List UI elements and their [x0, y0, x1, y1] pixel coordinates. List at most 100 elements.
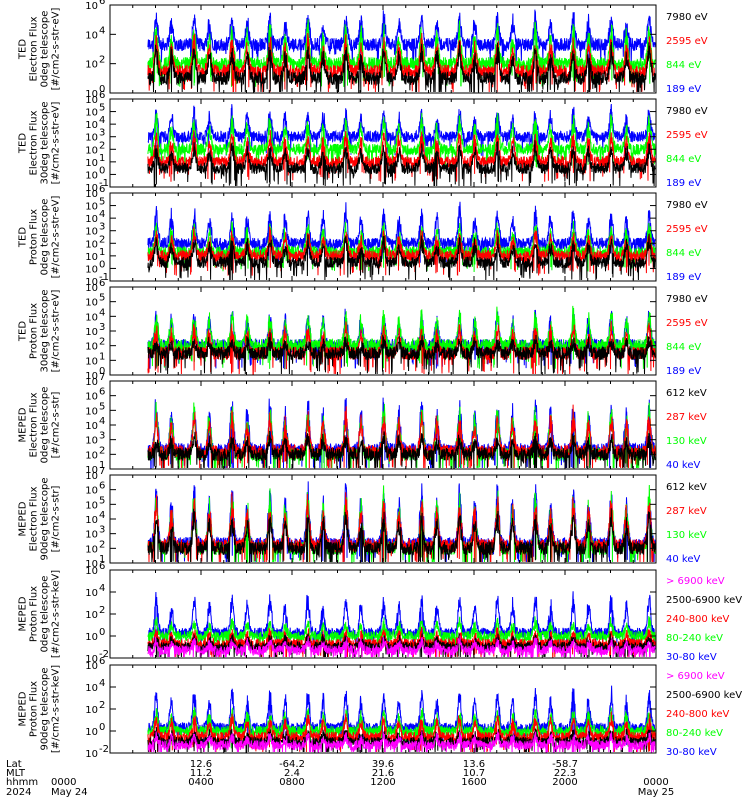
ytick-label: 10 — [85, 371, 98, 382]
ytick-label: 10 — [85, 392, 98, 403]
ytick-exponent: -1 — [99, 178, 109, 189]
ytick-label: 10 — [85, 145, 98, 156]
ytick-label: 10 — [85, 421, 98, 432]
ytick-label: 10 — [85, 183, 98, 194]
ytick-label: 10 — [85, 170, 98, 181]
ytick-exponent: -2 — [99, 649, 109, 660]
series-line-1 — [147, 635, 656, 658]
ytick-label: 10 — [85, 120, 98, 131]
ytick-exponent: -2 — [99, 744, 109, 755]
ytick-label: 10 — [85, 566, 98, 577]
ytick-label: 10 — [85, 227, 98, 238]
ytick-label: 10 — [85, 89, 98, 100]
panel-4-traces — [147, 305, 656, 375]
legend-item: 189 eV — [666, 178, 701, 189]
ytick-exponent: 5 — [99, 197, 105, 208]
footer-row-label: Lat — [6, 759, 22, 770]
ytick-label: 10 — [85, 202, 98, 213]
ylabel-line: [#/cm2-s-str-keV] — [51, 570, 62, 658]
series-line-3 — [147, 711, 656, 753]
legend-item: 30-80 keV — [666, 747, 717, 758]
ytick-exponent: 5 — [99, 495, 105, 506]
ylabel-line: [#/cm2-s-str-eV] — [51, 102, 62, 185]
panel-1-ylabel: TEDElectron Flux0deg telescope[#/cm2-s-s… — [18, 8, 62, 91]
ytick-label: 10 — [85, 327, 98, 338]
ytick-exponent: 1 — [99, 460, 105, 471]
legend-item: 612 keV — [666, 482, 707, 493]
legend-item: 2500-6900 keV — [666, 690, 742, 701]
ytick-exponent: 3 — [99, 525, 105, 536]
ytick-label: 10 — [85, 252, 98, 263]
ytick-label: 10 — [85, 342, 98, 353]
ytick-exponent: 2 — [99, 445, 105, 456]
footer-value: 0000 — [51, 777, 76, 788]
ytick-label: 10 — [85, 298, 98, 309]
ytick-label: 10 — [85, 1, 98, 12]
legend-item: 2595 eV — [666, 318, 708, 329]
ytick-exponent: 0 — [99, 259, 105, 270]
panel-2-traces — [147, 103, 656, 187]
ytick-exponent: 1 — [99, 153, 105, 164]
ytick-exponent: 4 — [99, 678, 105, 689]
series-line-1 — [147, 332, 656, 375]
ytick-exponent: 7 — [99, 466, 105, 477]
ytick-label: 10 — [85, 654, 98, 665]
footer-value: 39.6 — [372, 759, 394, 770]
ylabel-line: TED — [18, 227, 29, 248]
ytick-exponent: 7 — [99, 372, 105, 383]
ytick-label: 10 — [85, 60, 98, 71]
panel-7-ylabel: MEPEDProton Flux0deg telescope[#/cm2-s-s… — [18, 570, 62, 658]
panel-8-traces — [147, 685, 656, 753]
ytick-label: 10 — [85, 588, 98, 599]
series-line-2 — [147, 130, 656, 182]
legend-item: > 6900 keV — [666, 576, 725, 587]
ytick-label: 10 — [85, 30, 98, 41]
ytick-exponent: 2 — [99, 539, 105, 550]
ytick-label: 10 — [85, 108, 98, 119]
ytick-exponent: 2 — [99, 700, 105, 711]
panel-6-ylabel: MEPEDElectron Flux90deg telescope[#/cm2-… — [18, 477, 62, 560]
ytick-exponent: 0 — [99, 722, 105, 733]
ytick-exponent: 6 — [99, 90, 105, 101]
panel-6-traces — [147, 481, 656, 563]
ylabel-line: MEPED — [18, 596, 29, 631]
legend-item: 80-240 keV — [666, 633, 723, 644]
series-line-1 — [147, 731, 656, 753]
legend-item: 287 keV — [666, 412, 707, 423]
ytick-exponent: 4 — [99, 583, 105, 594]
ytick-label: 10 — [85, 312, 98, 323]
footer-value: 2000 — [552, 777, 577, 788]
panel-5-traces — [147, 397, 656, 469]
footer-row-label: MLT — [6, 768, 26, 779]
ytick-exponent: -1 — [99, 272, 109, 283]
ytick-exponent: 3 — [99, 128, 105, 139]
legend-item: 844 eV — [666, 342, 701, 353]
ylabel-line: [#/cm2-s-str-eV] — [51, 196, 62, 279]
ylabel-line: 90deg telescope — [40, 477, 51, 560]
ylabel-line: Proton Flux — [29, 303, 40, 359]
footer-row-label: hhmm — [6, 777, 38, 788]
series-line-2 — [147, 727, 656, 753]
ytick-exponent: 4 — [99, 416, 105, 427]
legend-item: 2500-6900 keV — [666, 595, 742, 606]
ylabel-line: 30deg telescope — [40, 289, 51, 372]
legend-item: 2595 eV — [666, 36, 708, 47]
footer-value: -58.7 — [552, 759, 578, 770]
ytick-exponent: 6 — [99, 481, 105, 492]
ylabel-line: [#/cm2-s-str] — [51, 485, 62, 552]
legend-item: 189 eV — [666, 272, 701, 283]
ytick-label: 10 — [85, 559, 98, 570]
ytick-label: 10 — [85, 133, 98, 144]
footer-value: 1600 — [461, 777, 486, 788]
footer-row-label: 2024 — [6, 787, 31, 798]
series-line-4 — [147, 616, 656, 654]
ytick-exponent: 1 — [99, 554, 105, 565]
ylabel-line: 30deg telescope — [40, 101, 51, 184]
legend-item: 40 keV — [666, 554, 700, 565]
footer-value: May 24 — [51, 787, 88, 798]
legend-item: 240-800 keV — [666, 614, 730, 625]
